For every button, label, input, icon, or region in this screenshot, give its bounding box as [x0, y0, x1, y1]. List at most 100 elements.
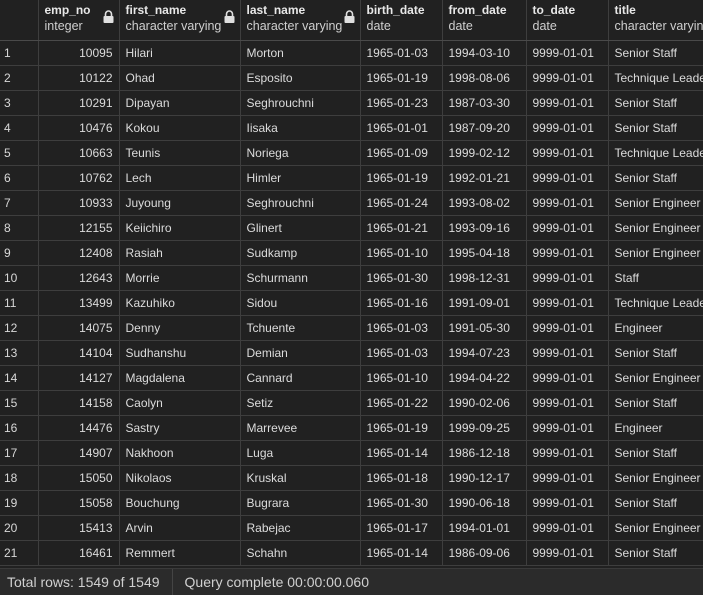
cell-birth-date[interactable]: 1965-01-23	[360, 90, 443, 116]
cell-title[interactable]: Senior Engineer	[608, 515, 703, 541]
cell-emp-no[interactable]: 10663	[38, 140, 120, 166]
cell-from-date[interactable]: 1994-04-22	[442, 365, 527, 391]
row-number[interactable]: 6	[0, 165, 39, 191]
table-row[interactable]: 5 10663 Teunis Noriega 1965-01-09 1999-02-12 9…	[0, 140, 703, 166]
table-row[interactable]: 13 14104 Sudhanshu Demian 1965-01-03 1994-07-…	[0, 340, 703, 366]
cell-first-name[interactable]: Hilari	[119, 40, 241, 66]
cell-birth-date[interactable]: 1965-01-03	[360, 315, 443, 341]
cell-emp-no[interactable]: 14907	[38, 440, 120, 466]
cell-birth-date[interactable]: 1965-01-14	[360, 540, 443, 566]
cell-birth-date[interactable]: 1965-01-22	[360, 390, 443, 416]
table-row[interactable]: 8 12155 Keiichiro Glinert 1965-01-21 1993-09-…	[0, 215, 703, 241]
cell-from-date[interactable]: 1990-02-06	[442, 390, 527, 416]
cell-from-date[interactable]: 1994-03-10	[442, 40, 527, 66]
cell-from-date[interactable]: 1990-06-18	[442, 490, 527, 516]
column-header-birth-date[interactable]: birth_date date	[360, 0, 443, 41]
cell-title[interactable]: Senior Staff	[608, 115, 703, 141]
cell-first-name[interactable]: Teunis	[119, 140, 241, 166]
cell-birth-date[interactable]: 1965-01-09	[360, 140, 443, 166]
cell-from-date[interactable]: 1995-04-18	[442, 240, 527, 266]
cell-first-name[interactable]: Denny	[119, 315, 241, 341]
cell-emp-no[interactable]: 10095	[38, 40, 120, 66]
cell-birth-date[interactable]: 1965-01-19	[360, 415, 443, 441]
cell-title[interactable]: Senior Staff	[608, 340, 703, 366]
cell-to-date[interactable]: 9999-01-01	[526, 490, 609, 516]
cell-last-name[interactable]: Tchuente	[240, 315, 361, 341]
row-number[interactable]: 10	[0, 265, 39, 291]
cell-to-date[interactable]: 9999-01-01	[526, 365, 609, 391]
table-row[interactable]: 9 12408 Rasiah Sudkamp 1965-01-10 1995-04-18 9…	[0, 240, 703, 266]
row-number[interactable]: 3	[0, 90, 39, 116]
cell-last-name[interactable]: Himler	[240, 165, 361, 191]
cell-to-date[interactable]: 9999-01-01	[526, 115, 609, 141]
cell-birth-date[interactable]: 1965-01-19	[360, 65, 443, 91]
cell-birth-date[interactable]: 1965-01-24	[360, 190, 443, 216]
cell-first-name[interactable]: Sastry	[119, 415, 241, 441]
cell-last-name[interactable]: Rabejac	[240, 515, 361, 541]
row-number[interactable]: 4	[0, 115, 39, 141]
cell-from-date[interactable]: 1991-05-30	[442, 315, 527, 341]
column-header-first-name[interactable]: first_name character varying	[119, 0, 241, 41]
cell-to-date[interactable]: 9999-01-01	[526, 465, 609, 491]
cell-emp-no[interactable]: 10122	[38, 65, 120, 91]
cell-last-name[interactable]: Iisaka	[240, 115, 361, 141]
cell-title[interactable]: Senior Engineer	[608, 240, 703, 266]
table-row[interactable]: 18 15050 Nikolaos Kruskal 1965-01-18 1990-12-…	[0, 465, 703, 491]
cell-title[interactable]: Technique Leader	[608, 140, 703, 166]
cell-birth-date[interactable]: 1965-01-30	[360, 490, 443, 516]
row-number[interactable]: 15	[0, 390, 39, 416]
cell-emp-no[interactable]: 14127	[38, 365, 120, 391]
cell-last-name[interactable]: Seghrouchni	[240, 190, 361, 216]
cell-birth-date[interactable]: 1965-01-21	[360, 215, 443, 241]
column-header-last-name[interactable]: last_name character varying	[240, 0, 361, 41]
table-row[interactable]: 16 14476 Sastry Marrevee 1965-01-19 1999-09-2…	[0, 415, 703, 441]
cell-title[interactable]: Senior Staff	[608, 440, 703, 466]
cell-last-name[interactable]: Demian	[240, 340, 361, 366]
cell-from-date[interactable]: 1986-09-06	[442, 540, 527, 566]
cell-title[interactable]: Senior Engineer	[608, 465, 703, 491]
row-number[interactable]: 11	[0, 290, 39, 316]
cell-first-name[interactable]: Keiichiro	[119, 215, 241, 241]
cell-first-name[interactable]: Nakhoon	[119, 440, 241, 466]
row-number[interactable]: 20	[0, 515, 39, 541]
table-row[interactable]: 3 10291 Dipayan Seghrouchni 1965-01-23 1987-0…	[0, 90, 703, 116]
table-row[interactable]: 14 14127 Magdalena Cannard 1965-01-10 1994-04…	[0, 365, 703, 391]
cell-first-name[interactable]: Juyoung	[119, 190, 241, 216]
row-number[interactable]: 14	[0, 365, 39, 391]
cell-to-date[interactable]: 9999-01-01	[526, 65, 609, 91]
cell-last-name[interactable]: Sudkamp	[240, 240, 361, 266]
cell-from-date[interactable]: 1990-12-17	[442, 465, 527, 491]
cell-from-date[interactable]: 1993-08-02	[442, 190, 527, 216]
cell-first-name[interactable]: Lech	[119, 165, 241, 191]
cell-birth-date[interactable]: 1965-01-18	[360, 465, 443, 491]
cell-first-name[interactable]: Bouchung	[119, 490, 241, 516]
cell-last-name[interactable]: Bugrara	[240, 490, 361, 516]
cell-first-name[interactable]: Rasiah	[119, 240, 241, 266]
cell-last-name[interactable]: Sidou	[240, 290, 361, 316]
cell-title[interactable]: Technique Leader	[608, 65, 703, 91]
cell-to-date[interactable]: 9999-01-01	[526, 165, 609, 191]
cell-emp-no[interactable]: 10933	[38, 190, 120, 216]
row-number[interactable]: 17	[0, 440, 39, 466]
row-number[interactable]: 8	[0, 215, 39, 241]
table-row[interactable]: 2 10122 Ohad Esposito 1965-01-19 1998-08-06 99…	[0, 65, 703, 91]
cell-to-date[interactable]: 9999-01-01	[526, 390, 609, 416]
cell-last-name[interactable]: Schurmann	[240, 265, 361, 291]
cell-title[interactable]: Senior Staff	[608, 490, 703, 516]
cell-emp-no[interactable]: 12643	[38, 265, 120, 291]
cell-to-date[interactable]: 9999-01-01	[526, 90, 609, 116]
cell-title[interactable]: Engineer	[608, 315, 703, 341]
cell-from-date[interactable]: 1998-12-31	[442, 265, 527, 291]
cell-from-date[interactable]: 1986-12-18	[442, 440, 527, 466]
cell-to-date[interactable]: 9999-01-01	[526, 415, 609, 441]
cell-last-name[interactable]: Kruskal	[240, 465, 361, 491]
cell-first-name[interactable]: Kazuhiko	[119, 290, 241, 316]
row-number[interactable]: 2	[0, 65, 39, 91]
cell-from-date[interactable]: 1987-03-30	[442, 90, 527, 116]
cell-emp-no[interactable]: 15050	[38, 465, 120, 491]
cell-title[interactable]: Technique Leader	[608, 290, 703, 316]
cell-last-name[interactable]: Esposito	[240, 65, 361, 91]
cell-from-date[interactable]: 1994-01-01	[442, 515, 527, 541]
cell-from-date[interactable]: 1987-09-20	[442, 115, 527, 141]
cell-to-date[interactable]: 9999-01-01	[526, 40, 609, 66]
